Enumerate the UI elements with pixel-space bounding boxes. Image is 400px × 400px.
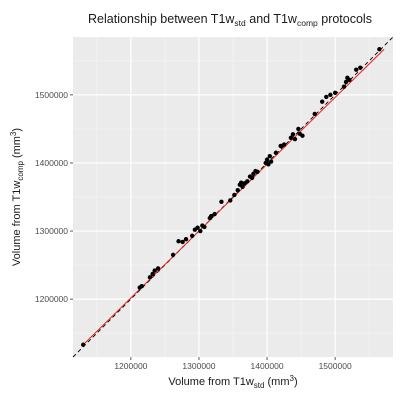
data-point [264,157,270,162]
y-tick-label: 1300000 [35,226,68,236]
data-point [255,169,260,175]
data-point [332,90,338,96]
data-point [219,199,224,204]
data-point [81,342,86,347]
data-point [228,198,233,203]
data-point [296,126,301,132]
data-point [249,175,255,181]
x-tick-label: 1500000 [319,361,352,371]
data-point [358,65,363,70]
data-point [288,135,294,140]
data-point [377,47,382,52]
x-tick-label: 1200000 [114,361,147,371]
data-points [81,47,382,347]
x-axis-label: Volume from T1wstd (mm3) [168,374,297,390]
data-point [152,268,157,273]
data-point [240,184,245,189]
data-point [268,159,274,164]
data-point [341,84,347,89]
y-axis-label: Volume from T1wcomp (mm3) [9,128,25,266]
data-point [292,136,298,142]
x-axis-ticks: 1200000 1300000 1400000 1500000 [114,357,352,371]
y-tick-label: 1200000 [35,294,68,304]
data-point [198,228,203,234]
data-point [324,94,329,100]
data-point [183,237,189,242]
x-tick-label: 1400000 [250,361,283,371]
y-tick-label: 1500000 [35,90,68,100]
data-point [180,239,185,245]
data-point [312,111,317,117]
data-point [150,271,155,277]
data-point [343,79,349,85]
data-point [266,162,271,167]
data-point [147,275,153,280]
y-tick-label: 1400000 [35,158,68,168]
data-point [273,150,279,155]
data-point [176,239,181,244]
data-point [354,67,359,72]
data-point [347,77,352,83]
data-point [170,252,176,258]
data-point [290,132,296,137]
data-point [209,213,214,219]
chart-title: Relationship between T1wstd and T1wcomp … [88,12,372,28]
data-point [195,225,200,230]
data-point [202,224,207,230]
data-point [238,180,244,185]
data-point [300,133,305,138]
major-gridlines [73,37,393,357]
data-point [189,233,195,239]
data-point [139,283,144,289]
data-point [267,153,272,159]
data-point [328,92,333,98]
data-point [212,211,217,217]
x-tick-label: 1300000 [182,361,215,371]
data-point [319,99,325,104]
data-point [235,187,240,193]
data-point [232,192,237,198]
data-point [155,266,161,271]
data-point [245,179,250,184]
y-axis-ticks: 1200000 1300000 1400000 1500000 [35,90,73,304]
data-point [281,142,287,147]
data-point [278,143,283,149]
